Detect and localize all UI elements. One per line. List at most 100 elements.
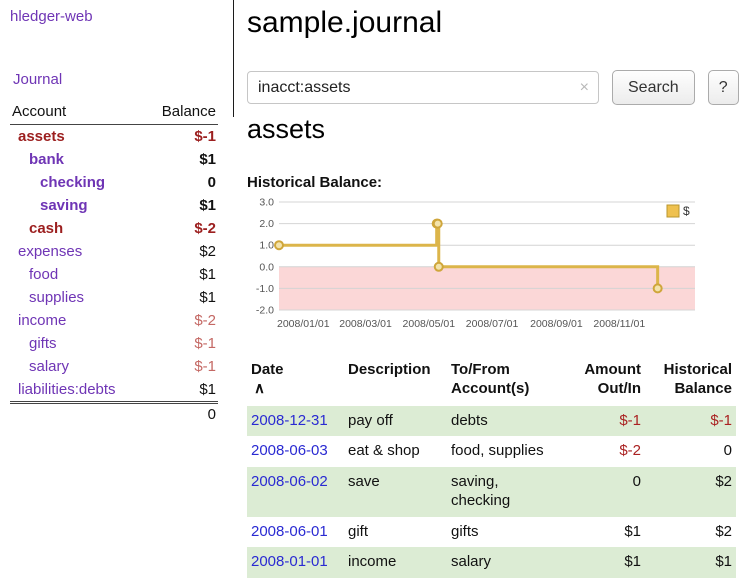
register-header-row: Date ∧ Description To/From Account(s) Amo… — [247, 358, 736, 406]
accounts-total-value: 0 — [148, 401, 218, 426]
account-link[interactable]: income — [18, 312, 67, 329]
account-link[interactable]: expenses — [18, 243, 83, 260]
register-table-body: 2008-12-31 pay off debts $-1 $-1 2008-06-03 ea… — [247, 405, 736, 578]
account-cell: liabilities:debts — [10, 378, 148, 401]
account-link[interactable]: gifts — [29, 335, 57, 352]
legend-swatch — [666, 204, 680, 218]
search-input[interactable] — [248, 72, 598, 103]
data-point — [432, 218, 443, 229]
clear-search-icon[interactable]: × — [579, 79, 589, 96]
y-tick-label: 0.0 — [259, 261, 274, 273]
accounts-header-account: Account — [10, 100, 148, 125]
account-balance: 0 — [207, 174, 216, 191]
transaction-date-link[interactable]: 2008-01-01 — [251, 553, 328, 571]
account-row: checking 0 — [10, 171, 218, 194]
transaction-accounts: salary — [451, 553, 492, 571]
account-row: income $-2 — [10, 309, 218, 332]
account-row: liabilities:debts $1 — [10, 378, 218, 401]
account-balance: $-1 — [194, 128, 216, 145]
transaction-accounts: debts — [451, 411, 488, 429]
accounts-header-balance: Balance — [148, 100, 218, 125]
sidebar-item-journal[interactable]: Journal — [13, 71, 63, 88]
transaction-date-link[interactable]: 2008-06-01 — [251, 522, 328, 540]
account-cell: supplies — [10, 286, 148, 309]
account-cell: food — [10, 263, 148, 286]
date-header-label: Date — [251, 361, 284, 378]
account-row: salary $-1 — [10, 355, 218, 378]
transaction-balance: $2 — [715, 473, 732, 490]
search-button[interactable]: Search — [612, 70, 695, 105]
accounts-total-row: 0 — [10, 401, 218, 426]
transaction-date-link[interactable]: 2008-06-02 — [251, 473, 328, 490]
register-row: 2008-06-03 eat & shop food, supplies $-2 0 — [247, 436, 736, 467]
account-link[interactable]: liabilities:debts — [18, 381, 116, 398]
account-row: supplies $1 — [10, 286, 218, 309]
pane-divider — [233, 0, 234, 117]
transaction-balance: $2 — [715, 522, 732, 540]
transaction-date-cell: 2008-12-31 — [247, 406, 344, 437]
x-tick-label: 2008/01/01 — [277, 318, 330, 330]
x-tick-label: 2008/07/01 — [466, 318, 519, 330]
accounts-table: Account Balance assets $-1 bank $1 checking 0… — [10, 100, 218, 426]
transaction-balance: $-1 — [710, 411, 732, 429]
transaction-accounts: gifts — [451, 522, 479, 540]
account-link[interactable]: checking — [40, 174, 106, 191]
x-tick-label: 2008/09/01 — [530, 318, 583, 330]
account-balance: $2 — [199, 243, 216, 260]
account-link[interactable]: food — [29, 266, 59, 283]
transaction-date-cell: 2008-06-01 — [247, 517, 344, 548]
account-row: food $1 — [10, 263, 218, 286]
help-button[interactable]: ? — [707, 70, 739, 105]
register-header-date[interactable]: Date ∧ — [247, 358, 344, 406]
account-cell: checking — [10, 171, 148, 194]
legend-label: $ — [683, 204, 690, 218]
transaction-date-link[interactable]: 2008-06-03 — [251, 442, 328, 460]
data-point — [274, 240, 284, 251]
account-balance: $-1 — [194, 335, 216, 352]
transaction-description: gift — [348, 522, 369, 540]
transaction-amount: $-2 — [619, 442, 641, 460]
account-cell: expenses — [10, 240, 148, 263]
register-row: 2008-06-02 save saving, checking 0 $2 — [247, 467, 736, 517]
transaction-date-link[interactable]: 2008-12-31 — [251, 411, 328, 429]
account-row: gifts $-1 — [10, 332, 218, 355]
account-cell: assets — [10, 125, 148, 148]
x-tick-label: 2008/03/01 — [339, 318, 392, 330]
account-link[interactable]: supplies — [29, 289, 85, 306]
account-balance: $-1 — [194, 358, 216, 375]
search-box: × — [247, 71, 599, 104]
x-tick-label: 2008/11/01 — [593, 318, 645, 330]
data-point — [433, 261, 444, 272]
transaction-amount: $-1 — [619, 411, 641, 429]
account-balance: $1 — [199, 266, 216, 283]
transaction-balance: 0 — [723, 442, 732, 460]
account-balance: $1 — [199, 381, 216, 398]
account-balance: $1 — [199, 289, 216, 306]
account-cell: income — [10, 309, 148, 332]
transaction-accounts: food, supplies — [451, 442, 544, 460]
account-link[interactable]: salary — [29, 358, 70, 375]
transaction-date-cell: 2008-06-02 — [247, 467, 344, 517]
account-link[interactable]: bank — [29, 151, 65, 168]
account-row: bank $1 — [10, 148, 218, 171]
account-link[interactable]: cash — [29, 220, 64, 237]
account-balance: $1 — [199, 151, 216, 168]
chart-title: Historical Balance: — [247, 174, 383, 191]
account-heading: assets — [247, 114, 326, 144]
account-link[interactable]: assets — [18, 128, 65, 145]
register-header-amount: Amount Out/In — [584, 361, 641, 397]
account-row: assets $-1 — [10, 125, 218, 148]
transaction-description: income — [348, 553, 397, 571]
y-tick-label: 3.0 — [259, 197, 274, 209]
register-table: Date ∧ Description To/From Account(s) Amo… — [247, 358, 736, 578]
account-balance: $1 — [199, 197, 216, 214]
account-link[interactable]: saving — [40, 197, 88, 214]
app-title-link[interactable]: hledger-web — [10, 8, 93, 25]
register-header-balance: Historical Balance — [663, 361, 732, 397]
account-cell: gifts — [10, 332, 148, 355]
y-tick-label: -1.0 — [256, 283, 274, 295]
account-cell: cash — [10, 217, 148, 240]
account-cell: salary — [10, 355, 148, 378]
transaction-amount: $1 — [624, 553, 641, 571]
